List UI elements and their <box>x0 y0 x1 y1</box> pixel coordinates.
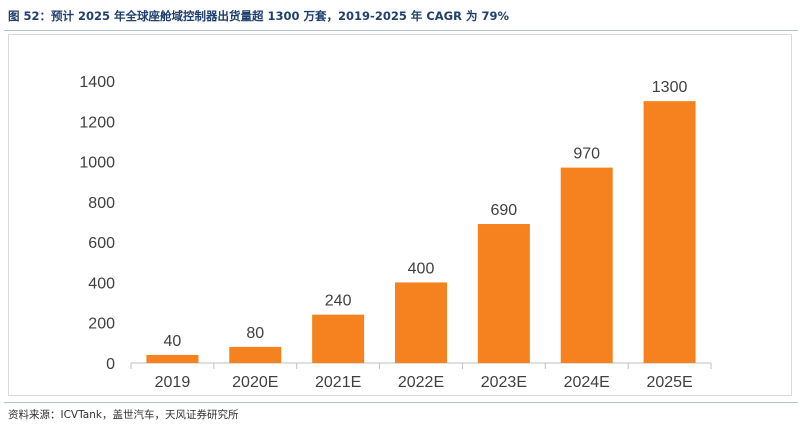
chart-frame: 0 200 400 600 800 1000 1200 1400 40 2019 80 2020E 24… <box>8 34 792 396</box>
y-tick-label: 600 <box>88 235 115 252</box>
bar-value-label: 1300 <box>652 79 688 96</box>
y-tick-label: 200 <box>88 316 115 333</box>
x-tick-label: 2025E <box>646 374 692 391</box>
x-tick-label: 2021E <box>315 374 361 391</box>
figure-title: 图 52：预计 2025 年全球座舱域控制器出货量超 1300 万套，2019-… <box>8 9 509 23</box>
bar <box>477 224 530 363</box>
bar-value-label: 970 <box>573 146 600 163</box>
bar-value-label: 690 <box>491 202 518 219</box>
y-tick-label: 800 <box>88 195 115 212</box>
x-tick-label: 2019 <box>155 374 191 391</box>
y-tick-label: 1000 <box>79 155 115 172</box>
x-tick-label: 2022E <box>398 374 444 391</box>
source-divider <box>4 402 798 403</box>
source-note: 资料来源：ICVTank，盖世汽车，天风证券研究所 <box>8 409 239 421</box>
x-tick-label: 2024E <box>564 374 610 391</box>
bar <box>395 282 447 363</box>
y-tick-label: 1200 <box>79 114 115 131</box>
bar-value-label: 240 <box>325 293 352 310</box>
x-tick-label: 2020E <box>232 374 278 391</box>
y-tick-label: 1400 <box>79 74 115 91</box>
bar-value-label: 40 <box>164 333 182 350</box>
bar <box>560 167 613 363</box>
y-tick-label: 0 <box>106 356 115 373</box>
x-tick-label: 2023E <box>481 374 527 391</box>
y-tick-label: 400 <box>88 275 115 292</box>
bar-value-label: 400 <box>408 260 435 277</box>
title-divider <box>4 30 798 31</box>
bar <box>146 354 199 363</box>
bar-chart: 0 200 400 600 800 1000 1200 1400 40 2019 80 2020E 24… <box>79 74 712 391</box>
bar <box>229 346 282 363</box>
bar <box>643 101 696 364</box>
bar <box>312 314 365 363</box>
bar-value-label: 80 <box>246 325 264 342</box>
